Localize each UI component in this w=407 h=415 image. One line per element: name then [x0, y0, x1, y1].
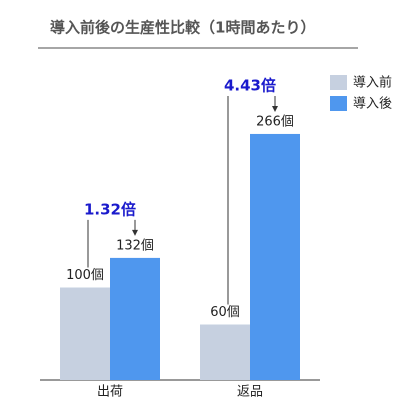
- value-label: 60個: [210, 305, 240, 320]
- value-label: 266個: [256, 114, 294, 129]
- legend-label: 導入前: [353, 75, 392, 91]
- bar: [60, 287, 110, 380]
- x-tick-label: 返品: [237, 385, 263, 400]
- ratio-annotation: 4.43倍: [224, 76, 276, 94]
- bar: [200, 324, 250, 380]
- value-label: 132個: [116, 238, 154, 253]
- bar: [110, 257, 160, 380]
- legend-label: 導入後: [353, 97, 392, 112]
- bar: [250, 133, 300, 380]
- ratio-annotation: 1.32倍: [84, 200, 136, 218]
- x-tick-label: 出荷: [97, 385, 123, 400]
- arrow-head: [132, 229, 138, 236]
- legend-swatch: [330, 96, 347, 111]
- chart-title: 導入前後の生産性比較（1時間あたり）: [50, 19, 315, 37]
- legend-swatch: [330, 75, 347, 90]
- value-label: 100個: [66, 268, 104, 283]
- arrow-head: [272, 105, 278, 112]
